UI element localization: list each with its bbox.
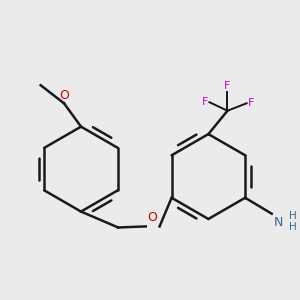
Text: F: F: [202, 97, 208, 107]
Text: H: H: [289, 222, 296, 232]
Text: N: N: [274, 216, 283, 229]
Text: F: F: [248, 98, 254, 108]
Text: F: F: [224, 81, 231, 91]
Text: O: O: [59, 89, 69, 102]
Text: O: O: [147, 211, 157, 224]
Text: H: H: [289, 211, 296, 220]
